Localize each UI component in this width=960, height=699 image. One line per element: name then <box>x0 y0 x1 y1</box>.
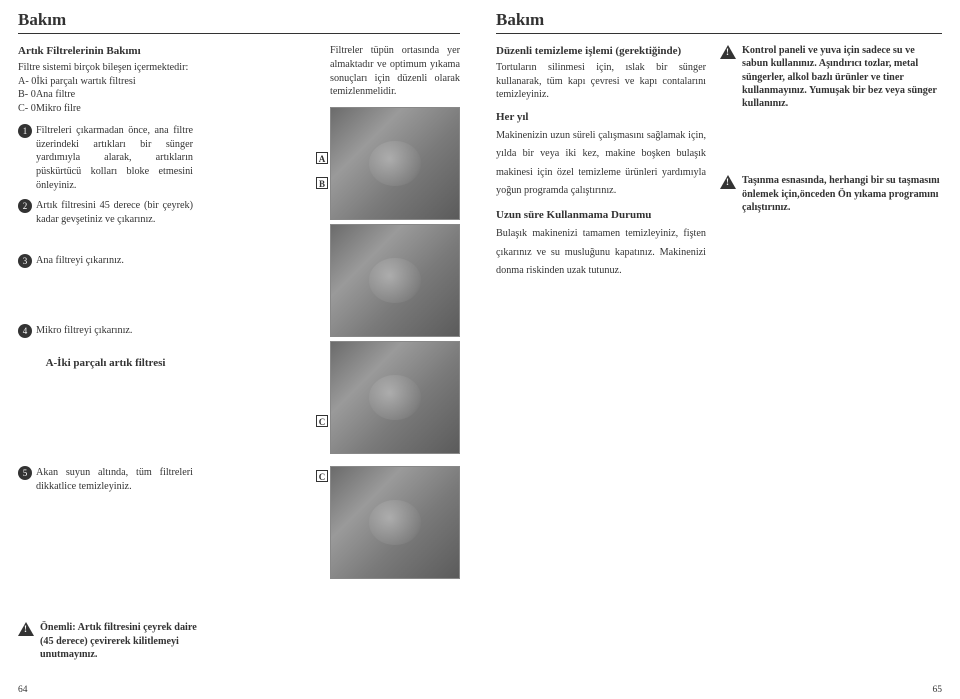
step-4: 4 Mikro filtreyi çıkarınız. <box>18 324 193 338</box>
page-num-left: 64 <box>18 685 28 695</box>
part-c: C- 0Mikro filre <box>18 103 81 114</box>
page-left: Bakım Artık Filtrelerinin Bakımı Filtre … <box>0 0 478 699</box>
left-col-main: Artık Filtrelerinin Bakımı Filtre sistem… <box>18 44 193 458</box>
step-num-4: 4 <box>18 324 32 338</box>
step-num-1: 1 <box>18 124 32 138</box>
warning-icon-2 <box>720 175 736 189</box>
warning-2: Taşınma esnasında, herhangi bir su taşma… <box>720 174 942 214</box>
fig-tag-b: B <box>316 177 328 189</box>
fig-1-wrap: A B <box>330 107 460 220</box>
figure-3 <box>330 341 460 454</box>
reg-clean-title: Düzenli temizleme işlemi (gerektiğinde) <box>496 44 706 59</box>
step-num-3: 3 <box>18 254 32 268</box>
reg-clean-text: Tortuların silinmesi için, ıslak bir sün… <box>496 61 706 102</box>
right-col-main: Düzenli temizleme işlemi (gerektiğinde) … <box>496 44 706 288</box>
every-year-title: Her yıl <box>496 110 706 125</box>
warning-icon-1 <box>720 45 736 59</box>
warning-icon <box>18 622 34 636</box>
fig-tag-a: A <box>316 152 328 164</box>
left-lower-row: 5 Akan suyun altında, tüm filtreleri dik… <box>18 466 460 583</box>
important-warning-block: Önemli: Artık filtresini çeyrek daire (4… <box>18 621 198 673</box>
figure-4 <box>330 466 460 579</box>
step-2: 2 Artık filtresini 45 derece (bir çeyrek… <box>18 199 193 227</box>
left-columns: Artık Filtrelerinin Bakımı Filtre sistem… <box>18 44 460 458</box>
fig-tag-c: C <box>316 415 328 427</box>
caption-a: A-İki parçalı artık filtresi <box>18 356 193 371</box>
fig-tag-c2: C <box>316 470 328 482</box>
page-right: Bakım Düzenli temizleme işlemi (gerektiğ… <box>478 0 960 699</box>
filter-maint-title: Artık Filtrelerinin Bakımı <box>18 44 193 59</box>
step-1: 1 Filtreleri çıkarmadan önce, ana filtre… <box>18 124 193 193</box>
figure-1 <box>330 107 460 220</box>
page-title-right: Bakım <box>496 10 942 34</box>
step-5: 5 Akan suyun altında, tüm filtreleri dik… <box>18 466 193 494</box>
page-title-left: Bakım <box>18 10 460 34</box>
fig-3-wrap: C <box>330 341 460 454</box>
filter-middle-intro: Filtreler tüpün ortasında yer almaktadır… <box>330 44 460 99</box>
step-num-5: 5 <box>18 466 32 480</box>
fig-4-wrap: C <box>330 466 460 579</box>
left-spacer <box>207 44 316 458</box>
every-year-text: Makinenizin uzun süreli çalışmasını sağl… <box>496 127 706 200</box>
step-5-block: 5 Akan suyun altında, tüm filtreleri dik… <box>18 466 193 500</box>
warning-1: Kontrol paneli ve yuva için sadece su ve… <box>720 44 942 110</box>
figure-2 <box>330 224 460 337</box>
long-idle-title: Uzun süre Kullanmama Durumu <box>496 208 706 223</box>
part-a: A- 0İki parçalı wartık filtresi <box>18 76 136 87</box>
right-col-warnings: Kontrol paneli ve yuva için sadece su ve… <box>720 44 942 288</box>
long-idle-text: Bulaşık makinenizi tamamen temizleyiniz,… <box>496 225 706 280</box>
right-columns: Düzenli temizleme işlemi (gerektiğinde) … <box>496 44 942 288</box>
filter-intro: Filtre sistemi birçok bileşen içermekted… <box>18 61 193 116</box>
page-num-right: 65 <box>933 685 943 695</box>
fig-4-block: C <box>330 466 460 583</box>
step-3: 3 Ana filtreyi çıkarınız. <box>18 254 193 268</box>
step-num-2: 2 <box>18 199 32 213</box>
left-col-figs: Filtreler tüpün ortasında yer almaktadır… <box>330 44 460 458</box>
part-b: B- 0Ana filtre <box>18 89 75 100</box>
important-warning: Önemli: Artık filtresini çeyrek daire (4… <box>18 621 198 661</box>
